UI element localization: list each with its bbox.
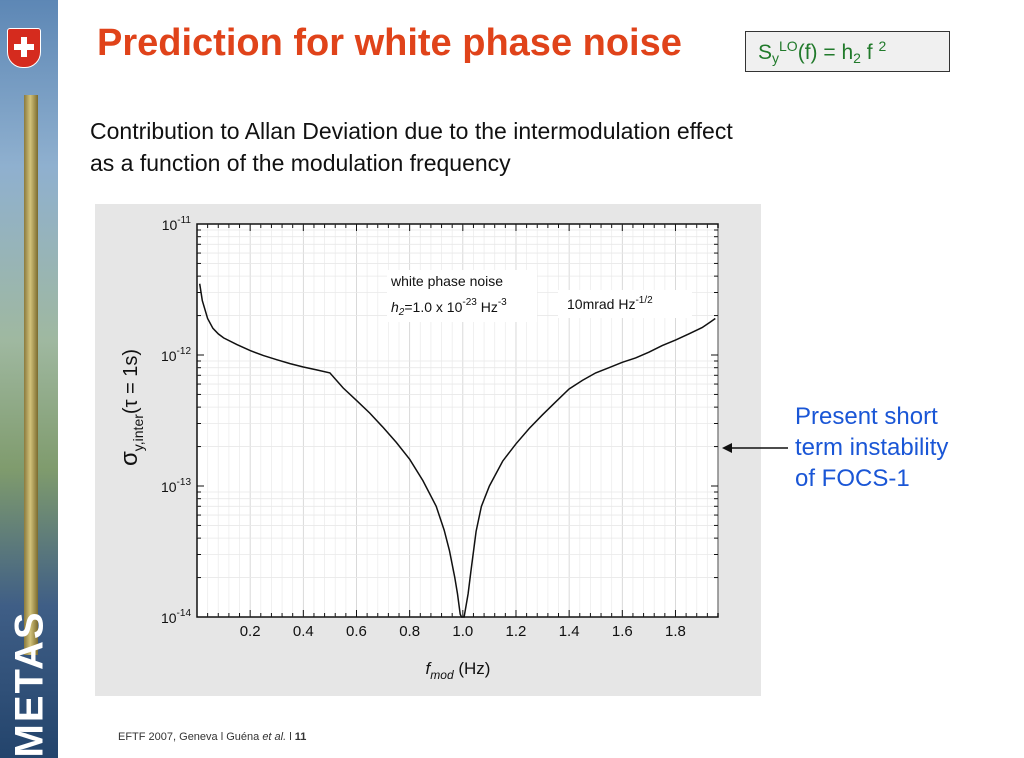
annotation-line-2: h2=1.0 x 10-23 Hz-3 — [391, 297, 507, 318]
y-axis-label: σy,inter(τ = 1s) — [116, 349, 146, 466]
x-tick-label: 0.2 — [240, 623, 261, 640]
grid-lines — [197, 224, 719, 617]
annotation-10mrad: 10mrad Hz-1/2 — [558, 290, 692, 318]
x-tick-label: 0.8 — [399, 623, 420, 640]
x-tick-labels: 0.2 0.4 0.6 0.8 1.0 1.2 1.4 1.6 1.8 — [240, 623, 686, 640]
x-tick-label: 1.2 — [506, 623, 527, 640]
formula-sub-2: 2 — [853, 50, 861, 66]
formula-sub-y: y — [772, 50, 780, 66]
footer: EFTF 2007, Geneva l Guéna et al. l 11 — [118, 731, 306, 743]
y-tick-label: 10-12 — [161, 346, 191, 364]
note-line: Present short — [795, 403, 938, 430]
x-tick-label: 0.4 — [293, 623, 314, 640]
metas-logo: METAS — [7, 610, 52, 758]
y-tick-label: 10-14 — [161, 608, 191, 626]
note-text: Present short term instability of FOCS-1 — [795, 401, 948, 494]
x-tick-label: 1.4 — [559, 623, 580, 640]
x-tick-label: 1.0 — [452, 623, 473, 640]
svg-text:10mrad Hz-1/2: 10mrad Hz-1/2 — [567, 295, 653, 312]
x-tick-label: 1.6 — [612, 623, 633, 640]
subtitle-line-1: Contribution to Allan Deviation due to t… — [90, 118, 733, 144]
annotation-white-phase-noise: white phase noise h2=1.0 x 10-23 Hz-3 — [387, 270, 537, 322]
sidebar-banner: METAS — [0, 0, 58, 758]
formula-sup-2: 2 — [878, 38, 887, 54]
annotation-line-1: white phase noise — [390, 273, 503, 289]
footer-etal: et al. — [262, 731, 287, 743]
x-axis-label: fmod (Hz) — [426, 659, 491, 682]
allan-deviation-chart: 10-11 10-12 10-13 10-14 0.2 0.4 0.6 0.8 1.0 1… — [116, 215, 719, 682]
axis-ticks — [196, 224, 719, 618]
x-tick-label: 1.8 — [665, 623, 686, 640]
formula-mid: (f) = h — [797, 41, 854, 64]
x-tick-label: 0.6 — [346, 623, 367, 640]
page-number: 11 — [294, 731, 307, 743]
slide-title: Prediction for white phase noise — [97, 22, 682, 64]
arrow-icon — [722, 443, 788, 453]
y-tick-label: 10-13 — [161, 477, 191, 495]
series-line — [198, 283, 716, 618]
y-tick-labels: 10-11 10-12 10-13 10-14 — [161, 215, 191, 626]
formula-s: S — [758, 41, 773, 64]
tower-image — [24, 95, 38, 655]
plot-panel: 10-11 10-12 10-13 10-14 0.2 0.4 0.6 0.8 1.0 1… — [95, 204, 761, 696]
formula-tail: f — [860, 41, 879, 64]
y-tick-label: 10-11 — [162, 215, 192, 233]
footer-sep: l — [286, 731, 295, 743]
note-line: term instability — [795, 434, 949, 461]
footer-event: EFTF 2007, Geneva l Guéna — [118, 731, 263, 743]
swiss-flag-icon — [7, 28, 41, 68]
formula-sup-lo: LO — [779, 38, 798, 54]
formula-box: SyLO(f) = h2 f 2 — [745, 31, 950, 72]
note-line: of FOCS-1 — [795, 465, 910, 492]
subtitle-line-2: as a function of the modulation frequenc… — [90, 150, 511, 176]
